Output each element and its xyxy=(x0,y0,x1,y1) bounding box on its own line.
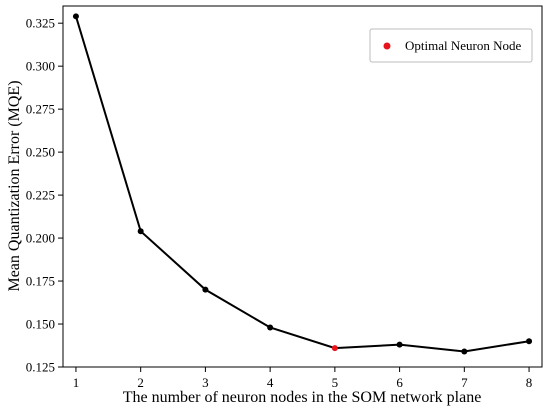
data-points xyxy=(72,13,533,355)
data-point xyxy=(202,286,209,293)
legend: Optimal Neuron Node xyxy=(369,28,533,63)
legend-box xyxy=(369,28,533,63)
y-tick-label: 0.250 xyxy=(26,145,55,160)
y-tick-label: 0.175 xyxy=(26,274,55,289)
x-tick-label: 8 xyxy=(526,375,533,390)
data-point xyxy=(526,338,533,345)
y-axis-title: Mean Quantization Error (MQE) xyxy=(6,80,23,291)
x-tick-label: 2 xyxy=(137,375,144,390)
plot-frame xyxy=(62,5,543,368)
series-line-mqe xyxy=(74,16,530,353)
y-tick-label: 0.225 xyxy=(26,188,55,203)
x-tick-label: 1 xyxy=(73,375,80,390)
legend-marker-optimal-node xyxy=(383,42,391,50)
x-tick-label: 4 xyxy=(267,375,274,390)
data-point xyxy=(396,341,403,348)
x-tick-label: 6 xyxy=(396,375,403,390)
y-tick-label: 0.150 xyxy=(26,317,55,332)
y-axis-ticks: 0.125 0.150 0.175 0.200 0.225 0.250 0.275 0.300… xyxy=(26,16,63,375)
optimal-neuron-node-point xyxy=(331,345,338,352)
data-point xyxy=(461,348,468,355)
y-tick-label: 0.275 xyxy=(26,102,55,117)
x-axis-title: The number of neuron nodes in the SOM ne… xyxy=(123,389,482,406)
data-point xyxy=(267,324,274,331)
legend-label-optimal-node: Optimal Neuron Node xyxy=(405,38,521,53)
y-tick-label: 0.325 xyxy=(26,16,55,31)
y-tick-label: 0.125 xyxy=(26,360,55,375)
y-tick-label: 0.300 xyxy=(26,59,55,74)
data-point xyxy=(72,13,79,20)
x-tick-label: 5 xyxy=(332,375,339,390)
x-tick-label: 3 xyxy=(202,375,209,390)
x-axis-ticks: 1 2 3 4 5 6 7 8 xyxy=(73,367,533,390)
y-tick-label: 0.200 xyxy=(26,231,55,246)
data-point xyxy=(137,228,144,235)
x-tick-label: 7 xyxy=(461,375,468,390)
